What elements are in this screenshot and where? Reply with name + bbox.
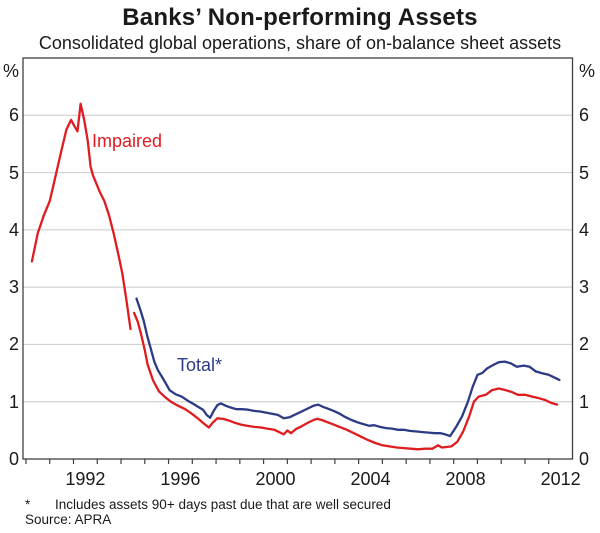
x-axis-year-label: 2008 — [445, 469, 486, 489]
x-axis-year-label: 2000 — [255, 469, 296, 489]
source-note: Source: APRA — [25, 512, 112, 527]
chart-title: Banks’ Non-performing Assets — [122, 4, 478, 31]
footnote-marker: * — [25, 497, 31, 512]
y-axis-tick-label-right: 6 — [579, 105, 590, 126]
y-axis-unit-left: % — [2, 61, 19, 81]
y-axis-tick-label-right: 0 — [579, 449, 590, 469]
y-axis-tick-label-left: 6 — [8, 105, 19, 126]
total-series-label: Total* — [177, 355, 223, 375]
y-axis-tick-label-right: 1 — [579, 391, 590, 412]
chart-subtitle: Consolidated global operations, share of… — [38, 33, 562, 53]
y-axis-tick-label-right: 2 — [579, 334, 590, 355]
y-axis-tick-label-right: 5 — [579, 162, 590, 183]
x-axis-year-label: 1996 — [160, 469, 201, 489]
y-axis-unit-right: % — [579, 61, 596, 81]
x-axis-year-label: 2012 — [540, 469, 581, 489]
x-axis-year-label: 2004 — [350, 469, 391, 489]
plot-border — [22, 57, 574, 460]
y-axis-tick-label-right: 3 — [579, 277, 590, 298]
y-axis-tick-label-left: 1 — [8, 391, 19, 412]
total-line — [135, 297, 561, 438]
impaired-line — [30, 102, 132, 331]
y-axis-tick-label-left: 3 — [8, 277, 19, 298]
y-axis-tick-label-left: 2 — [8, 334, 19, 355]
footnote-text: Includes assets 90+ days past due that a… — [55, 497, 391, 512]
y-axis-tick-label-left: 0 — [8, 449, 19, 469]
y-axis-tick-label-left: 5 — [8, 162, 19, 183]
y-axis-tick-label-left: 4 — [8, 219, 19, 240]
impaired-series-label: Impaired — [92, 131, 163, 151]
x-axis-year-label: 1992 — [65, 469, 106, 489]
impaired-line — [132, 311, 559, 451]
y-axis-tick-label-right: 4 — [579, 219, 590, 240]
